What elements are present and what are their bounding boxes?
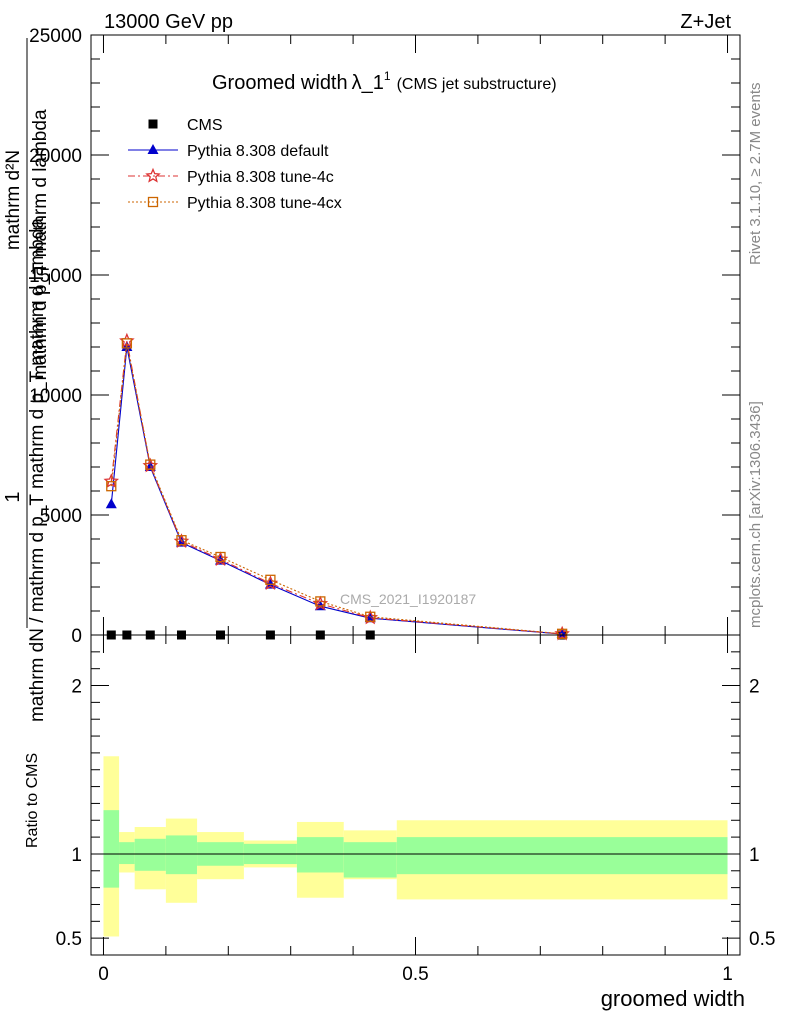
rivet-label: Rivet 3.1.10, ≥ 2.7M events <box>747 83 764 266</box>
legend-item-pythia-8-308-tune-4cx: Pythia 8.308 tune-4cx <box>128 195 342 212</box>
energy-label: 13000 GeV pp <box>104 11 233 33</box>
ratio-y-label: Ratio to CMS <box>24 753 41 848</box>
legend-marker <box>145 167 161 183</box>
series-line-pythia-8-308-tune-4cx <box>110 343 563 635</box>
ratio-band-green <box>134 838 166 871</box>
main-y-label: 1 mathrm d²N mathrm d p_T mathrm d lambd… <box>2 38 51 722</box>
analysis-watermark: CMS_2021_I1920187 <box>340 591 476 607</box>
data-point-pythia-8-308-tune-4cx <box>145 459 156 470</box>
main-plot-panel: 0 5000 10000 15000 20000 25000 Groomed width λ… <box>2 26 741 722</box>
ratio-axis-ticks: 0.5 0.5 1 1 2 2 0 0.5 1 <box>56 635 775 985</box>
main-y-tick-label: 20000 <box>29 146 82 167</box>
mcplots-label: mcplots.cern.ch [arXiv:1306.3436] <box>747 401 764 628</box>
ratio-y-tick-label: 1 <box>71 845 82 866</box>
ratio-band-green <box>396 837 728 875</box>
ratio-band-green <box>119 842 135 865</box>
data-point-pythia-8-308-tune-4cx <box>106 481 117 492</box>
legend: CMS Pythia 8.308 default Pythia 8.308 tune… <box>128 117 342 212</box>
ratio-y-tick-label: 2 <box>71 677 82 698</box>
main-axis-ticks: 0 5000 10000 15000 20000 25000 <box>29 26 740 647</box>
main-y-tick-label: 25000 <box>29 26 82 47</box>
series-pythia-8-308-tune-4cx <box>106 338 568 639</box>
plot-title-lambda: λ_1 <box>352 72 384 94</box>
legend-label: Pythia 8.308 tune-4cx <box>187 195 342 212</box>
data-point-pythia-8-308-tune-4cx <box>121 338 133 349</box>
main-series-group <box>103 332 570 641</box>
y-label-one: 1 <box>2 491 24 502</box>
plot-title-sup: 1 <box>384 69 391 83</box>
ratio-band-green <box>165 835 198 875</box>
data-point-pythia-8-308-tune-4cx <box>176 535 187 546</box>
plot-title-main: Groomed width <box>212 72 348 94</box>
legend-label: Pythia 8.308 tune-4c <box>187 169 334 186</box>
legend-label: CMS <box>187 117 223 134</box>
ratio-y-tick-label-right: 2 <box>749 677 760 698</box>
series-line-pythia-8-308-tune-4c <box>110 340 563 635</box>
y-label-numerator: mathrm d²N <box>3 150 24 250</box>
series-pythia-8-308-tune-4c <box>103 332 570 641</box>
data-point-pythia-8-308-tune-4cx <box>265 574 276 585</box>
ratio-band-green <box>103 810 120 888</box>
ratio-y-tick-label-right: 1 <box>749 845 760 866</box>
plot-title: Groomed width λ_11 (CMS jet substructure) <box>212 69 557 94</box>
ratio-y-tick-label: 0.5 <box>56 929 82 950</box>
legend-item-pythia-8-308-tune-4c: Pythia 8.308 tune-4c <box>128 167 334 186</box>
process-label: Z+Jet <box>680 11 731 33</box>
plot-title-note: (CMS jet substructure) <box>397 76 557 93</box>
data-point-pythia-8-308-tune-4cx <box>315 596 326 607</box>
data-point-pythia-8-308-default <box>105 498 117 509</box>
legend-marker <box>147 144 159 154</box>
y-label-denominator: mathrm d p_T mathrm d lambda <box>30 109 51 380</box>
ratio-plot-frame <box>90 634 741 956</box>
data-point-pythia-8-308-tune-4cx <box>556 628 568 639</box>
y-label-full: mathrm dN / mathrm d p_T mathrm d p_T ma… <box>27 218 48 722</box>
legend-item-cms: CMS <box>148 117 223 134</box>
data-point-pythia-8-308-tune-4cx <box>365 611 376 622</box>
main-y-tick-label: 10000 <box>29 386 82 407</box>
ratio-band-green <box>343 842 397 878</box>
main-y-tick-label: 15000 <box>29 266 82 287</box>
ratio-y-tick-label-right: 0.5 <box>749 929 775 950</box>
ratio-band-green <box>296 837 344 873</box>
x-tick-label: 0.5 <box>402 964 428 985</box>
legend-item-pythia-8-308-default: Pythia 8.308 default <box>128 143 329 160</box>
series-pythia-8-308-default <box>105 341 568 639</box>
data-point-pythia-8-308-tune-4cx <box>215 551 226 563</box>
x-axis-label: groomed width <box>601 986 745 1011</box>
main-y-tick-label: 5000 <box>40 506 82 527</box>
x-tick-label: 1 <box>722 964 733 985</box>
ratio-bands-group <box>103 756 728 937</box>
series-line-pythia-8-308-default <box>110 346 563 635</box>
main-y-tick-label: 0 <box>71 626 82 647</box>
x-tick-label: 0 <box>98 964 109 985</box>
legend-marker <box>147 196 159 208</box>
legend-marker <box>148 119 158 129</box>
legend-label: Pythia 8.308 default <box>187 143 329 160</box>
ratio-plot-panel: 0.5 0.5 1 1 2 2 0 0.5 1 Ratio to CMS groomed wid… <box>24 634 775 1011</box>
